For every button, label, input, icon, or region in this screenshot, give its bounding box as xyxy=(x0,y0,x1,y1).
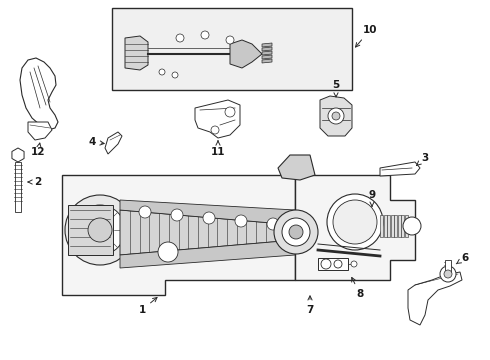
Circle shape xyxy=(327,194,383,250)
Bar xyxy=(397,215,400,237)
Text: 9: 9 xyxy=(368,190,375,206)
Text: 11: 11 xyxy=(211,141,225,157)
Circle shape xyxy=(321,259,331,269)
Bar xyxy=(405,215,408,237)
Circle shape xyxy=(333,200,377,244)
Circle shape xyxy=(159,69,165,75)
Text: 6: 6 xyxy=(456,253,468,264)
Polygon shape xyxy=(62,175,295,295)
Circle shape xyxy=(267,218,279,230)
Bar xyxy=(394,215,397,237)
Polygon shape xyxy=(120,200,295,225)
Text: 2: 2 xyxy=(28,177,42,187)
Circle shape xyxy=(332,112,340,120)
Polygon shape xyxy=(295,175,415,280)
Polygon shape xyxy=(262,51,272,55)
Bar xyxy=(68,205,113,255)
Circle shape xyxy=(171,209,183,221)
Polygon shape xyxy=(105,132,122,154)
Circle shape xyxy=(88,218,112,242)
Circle shape xyxy=(328,108,344,124)
Circle shape xyxy=(75,205,125,255)
Text: 3: 3 xyxy=(416,153,429,166)
Polygon shape xyxy=(262,59,272,63)
Circle shape xyxy=(225,107,235,117)
Bar xyxy=(318,258,348,270)
Polygon shape xyxy=(230,40,262,68)
Circle shape xyxy=(226,36,234,44)
Bar xyxy=(384,215,387,237)
Bar xyxy=(15,162,21,212)
Polygon shape xyxy=(262,47,272,51)
Polygon shape xyxy=(195,100,240,138)
Text: 10: 10 xyxy=(356,25,377,47)
Polygon shape xyxy=(120,210,295,255)
Text: 8: 8 xyxy=(352,278,364,299)
Circle shape xyxy=(201,31,209,39)
Circle shape xyxy=(172,72,178,78)
Bar xyxy=(401,215,404,237)
Circle shape xyxy=(139,206,151,218)
Circle shape xyxy=(176,34,184,42)
Text: 12: 12 xyxy=(31,143,45,157)
Polygon shape xyxy=(12,148,24,162)
Circle shape xyxy=(203,212,215,224)
Circle shape xyxy=(65,195,135,265)
Polygon shape xyxy=(125,36,148,70)
Text: 5: 5 xyxy=(332,80,340,97)
Bar xyxy=(391,215,393,237)
Circle shape xyxy=(158,242,178,262)
Circle shape xyxy=(274,210,318,254)
Circle shape xyxy=(351,261,357,267)
Circle shape xyxy=(403,217,421,235)
Polygon shape xyxy=(380,162,420,176)
Polygon shape xyxy=(320,96,352,136)
Polygon shape xyxy=(262,43,272,47)
Polygon shape xyxy=(20,58,58,130)
Polygon shape xyxy=(408,272,462,325)
Polygon shape xyxy=(120,240,295,268)
Circle shape xyxy=(235,215,247,227)
Circle shape xyxy=(289,225,303,239)
Polygon shape xyxy=(262,55,272,59)
Text: 7: 7 xyxy=(306,296,314,315)
Circle shape xyxy=(211,126,219,134)
Bar xyxy=(445,260,451,274)
Polygon shape xyxy=(28,122,52,140)
Bar xyxy=(387,215,390,237)
Polygon shape xyxy=(278,155,315,180)
Bar xyxy=(380,215,383,237)
Circle shape xyxy=(444,270,452,278)
Text: 4: 4 xyxy=(88,137,104,147)
Circle shape xyxy=(440,266,456,282)
Circle shape xyxy=(282,218,310,246)
Circle shape xyxy=(334,260,342,268)
Text: 1: 1 xyxy=(138,297,157,315)
Bar xyxy=(112,8,352,90)
